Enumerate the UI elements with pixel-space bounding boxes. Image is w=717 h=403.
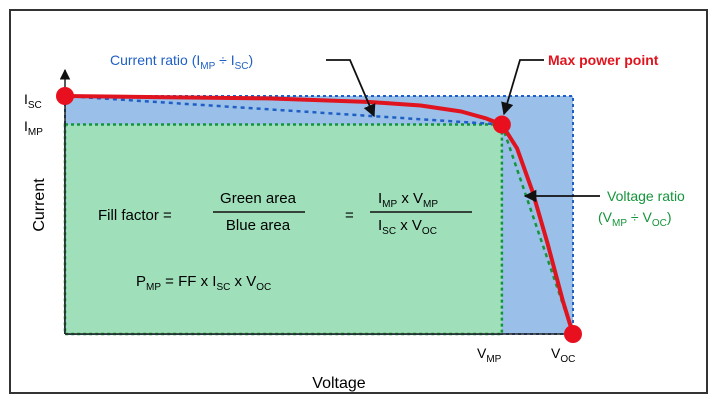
voc-point <box>564 325 582 343</box>
current-ratio-line <box>64 94 502 126</box>
y-tick-imp: IMP <box>24 118 43 138</box>
iv-curve-line <box>63 94 575 336</box>
y-axis-label: Current <box>31 178 48 232</box>
pmp-formula: PMP = FF x ISC x VOC <box>136 273 271 293</box>
green-area-rect <box>63 123 504 336</box>
x-tick-vmp: VMP <box>477 345 502 365</box>
fraction1-numerator: Green area <box>220 190 297 207</box>
isc-point <box>56 87 74 105</box>
fill-factor-label: Fill factor = <box>98 207 172 224</box>
max-power-point-label: Max power point <box>548 52 659 68</box>
voltage-ratio-label-line1: Voltage ratio <box>607 188 685 204</box>
x-tick-voc: VOC <box>551 345 575 365</box>
current-ratio-label: Current ratio (IMP ÷ ISC) <box>110 52 253 72</box>
y-tick-isc: ISC <box>24 91 42 111</box>
voltage-ratio-label-line2: (VMP ÷ VOC) <box>598 209 671 229</box>
fraction1-denominator: Blue area <box>226 217 291 234</box>
equals-sign: = <box>345 207 354 224</box>
fraction2-numerator: IMP x VMP <box>378 190 438 210</box>
max-power-point-arrow <box>501 59 544 116</box>
current-ratio-arrow <box>326 59 376 118</box>
x-axis-label: Voltage <box>312 375 365 392</box>
max-power-point <box>492 115 511 134</box>
fraction2-denominator: ISC x VOC <box>378 217 437 237</box>
